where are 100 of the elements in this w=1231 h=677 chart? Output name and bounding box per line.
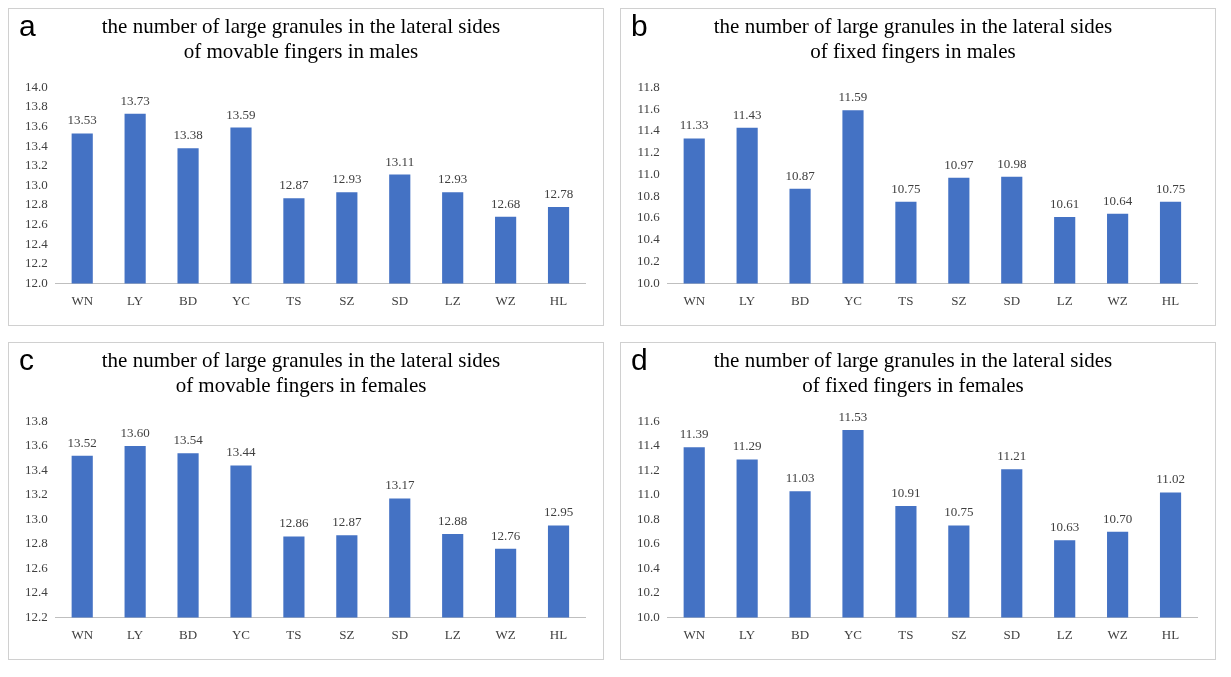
data-label: 10.87 bbox=[785, 167, 816, 183]
x-tick-label: WN bbox=[71, 292, 94, 308]
text: c bbox=[19, 343, 34, 377]
x-tick-label: BD bbox=[791, 626, 810, 642]
data-label: 11.02 bbox=[1156, 471, 1185, 487]
x-tick-label: SZ bbox=[339, 292, 355, 308]
x-tick-label: WN bbox=[683, 626, 706, 642]
y-tick-label: 13.8 bbox=[25, 412, 48, 428]
y-tick-label: 11.4 bbox=[637, 437, 661, 453]
y-tick-label: 12.4 bbox=[25, 235, 49, 251]
data-label: 10.98 bbox=[997, 155, 1027, 171]
y-tick-label: 11.6 bbox=[637, 100, 661, 116]
x-tick-label: LZ bbox=[1056, 626, 1073, 642]
y-tick-label: 10.4 bbox=[637, 559, 661, 575]
data-label: 12.95 bbox=[543, 504, 574, 520]
data-label: 13.52 bbox=[67, 434, 97, 450]
x-tick-label: WN bbox=[683, 292, 706, 308]
chart-title: the number of large granules in the lateral sides of movable fingers in females bbox=[101, 348, 501, 398]
data-label: 11.59 bbox=[838, 89, 868, 105]
data-label: 10.91 bbox=[891, 484, 921, 500]
x-tick-label: YC bbox=[231, 626, 251, 642]
text: a bbox=[19, 9, 36, 43]
y-tick-label: 11.6 bbox=[637, 412, 661, 428]
x-tick-label: WN bbox=[71, 626, 94, 642]
x-tick-label: TS bbox=[286, 292, 302, 308]
data-label: 12.76 bbox=[490, 527, 521, 543]
chart-title: the number of large granules in the lateral sides of movable fingers in males bbox=[101, 14, 501, 64]
data-label: 10.64 bbox=[1102, 192, 1133, 208]
x-tick-label: LY bbox=[739, 626, 756, 642]
data-label: 12.93 bbox=[332, 171, 362, 187]
y-tick-label: 12.4 bbox=[25, 584, 49, 600]
data-label: 12.88 bbox=[438, 513, 468, 529]
data-label: 13.54 bbox=[173, 432, 204, 448]
chart-title: the number of large granules in the lateral sides of fixed fingers in females bbox=[713, 348, 1113, 398]
data-label: 12.87 bbox=[279, 177, 310, 193]
x-tick-label: WZ bbox=[495, 626, 516, 642]
data-label: 12.78 bbox=[543, 185, 574, 201]
data-label: 13.60 bbox=[120, 424, 150, 440]
y-tick-label: 11.0 bbox=[637, 165, 660, 181]
data-label: 12.68 bbox=[490, 195, 521, 211]
data-label: 11.39 bbox=[679, 426, 709, 442]
x-tick-label: LY bbox=[127, 626, 144, 642]
text: d bbox=[631, 343, 648, 377]
text: b bbox=[631, 9, 648, 43]
data-label: 13.38 bbox=[173, 127, 203, 143]
x-tick-label: SD bbox=[1003, 626, 1021, 642]
data-label: 10.61 bbox=[1050, 195, 1080, 211]
x-tick-label: YC bbox=[231, 292, 251, 308]
x-tick-label: YC bbox=[843, 292, 863, 308]
data-label: 12.87 bbox=[332, 514, 362, 530]
y-tick-label: 12.6 bbox=[25, 216, 49, 232]
chart-title: the number of large granules in the lateral sides of fixed fingers in males bbox=[713, 14, 1113, 64]
y-tick-label: 11.4 bbox=[637, 122, 661, 138]
data-label: 10.63 bbox=[1050, 519, 1080, 535]
x-tick-label: SZ bbox=[339, 626, 355, 642]
y-tick-label: 12.8 bbox=[25, 535, 48, 551]
y-tick-label: 10.4 bbox=[637, 231, 661, 247]
x-tick-label: LZ bbox=[444, 626, 461, 642]
y-tick-label: 12.8 bbox=[25, 196, 48, 212]
data-label: 10.70 bbox=[1102, 510, 1133, 526]
x-tick-label: SZ bbox=[951, 292, 967, 308]
data-label: 10.75 bbox=[1155, 180, 1186, 196]
x-tick-label: SZ bbox=[951, 626, 967, 642]
data-label: 11.21 bbox=[997, 448, 1027, 464]
data-label: 11.53 bbox=[838, 408, 868, 424]
y-tick-label: 13.2 bbox=[25, 486, 48, 502]
y-tick-label: 13.6 bbox=[25, 118, 49, 134]
y-tick-label: 11.8 bbox=[637, 78, 660, 94]
x-tick-label: BD bbox=[791, 292, 810, 308]
x-tick-label: LY bbox=[739, 292, 756, 308]
x-tick-label: LZ bbox=[1056, 292, 1073, 308]
x-tick-label: HL bbox=[1161, 626, 1180, 642]
x-tick-label: HL bbox=[549, 292, 568, 308]
data-label: 10.97 bbox=[944, 156, 974, 172]
y-tick-label: 12.2 bbox=[25, 255, 48, 271]
y-tick-label: 10.0 bbox=[637, 274, 660, 290]
data-label: 12.86 bbox=[279, 515, 310, 531]
x-tick-label: LZ bbox=[444, 292, 461, 308]
data-label: 13.73 bbox=[120, 92, 150, 108]
y-tick-label: 13.0 bbox=[25, 510, 48, 526]
data-label: 11.33 bbox=[679, 117, 709, 133]
y-tick-label: 11.2 bbox=[637, 461, 660, 477]
y-tick-label: 11.2 bbox=[637, 144, 660, 160]
x-tick-label: SD bbox=[391, 292, 409, 308]
y-tick-label: 12.6 bbox=[25, 559, 49, 575]
x-tick-label: SD bbox=[1003, 292, 1021, 308]
y-tick-label: 13.4 bbox=[25, 461, 49, 477]
data-label: 13.53 bbox=[67, 112, 97, 128]
y-tick-label: 10.0 bbox=[637, 608, 660, 624]
x-tick-label: TS bbox=[286, 626, 302, 642]
y-tick-label: 13.6 bbox=[25, 437, 49, 453]
y-tick-label: 12.0 bbox=[25, 274, 48, 290]
x-tick-label: TS bbox=[898, 626, 914, 642]
y-tick-label: 13.0 bbox=[25, 176, 48, 192]
y-tick-label: 10.2 bbox=[637, 253, 660, 269]
y-tick-label: 13.2 bbox=[25, 157, 48, 173]
data-label: 10.75 bbox=[891, 180, 921, 196]
y-tick-label: 13.4 bbox=[25, 137, 49, 153]
y-tick-label: 13.8 bbox=[25, 98, 48, 114]
y-tick-label: 10.2 bbox=[637, 584, 660, 600]
